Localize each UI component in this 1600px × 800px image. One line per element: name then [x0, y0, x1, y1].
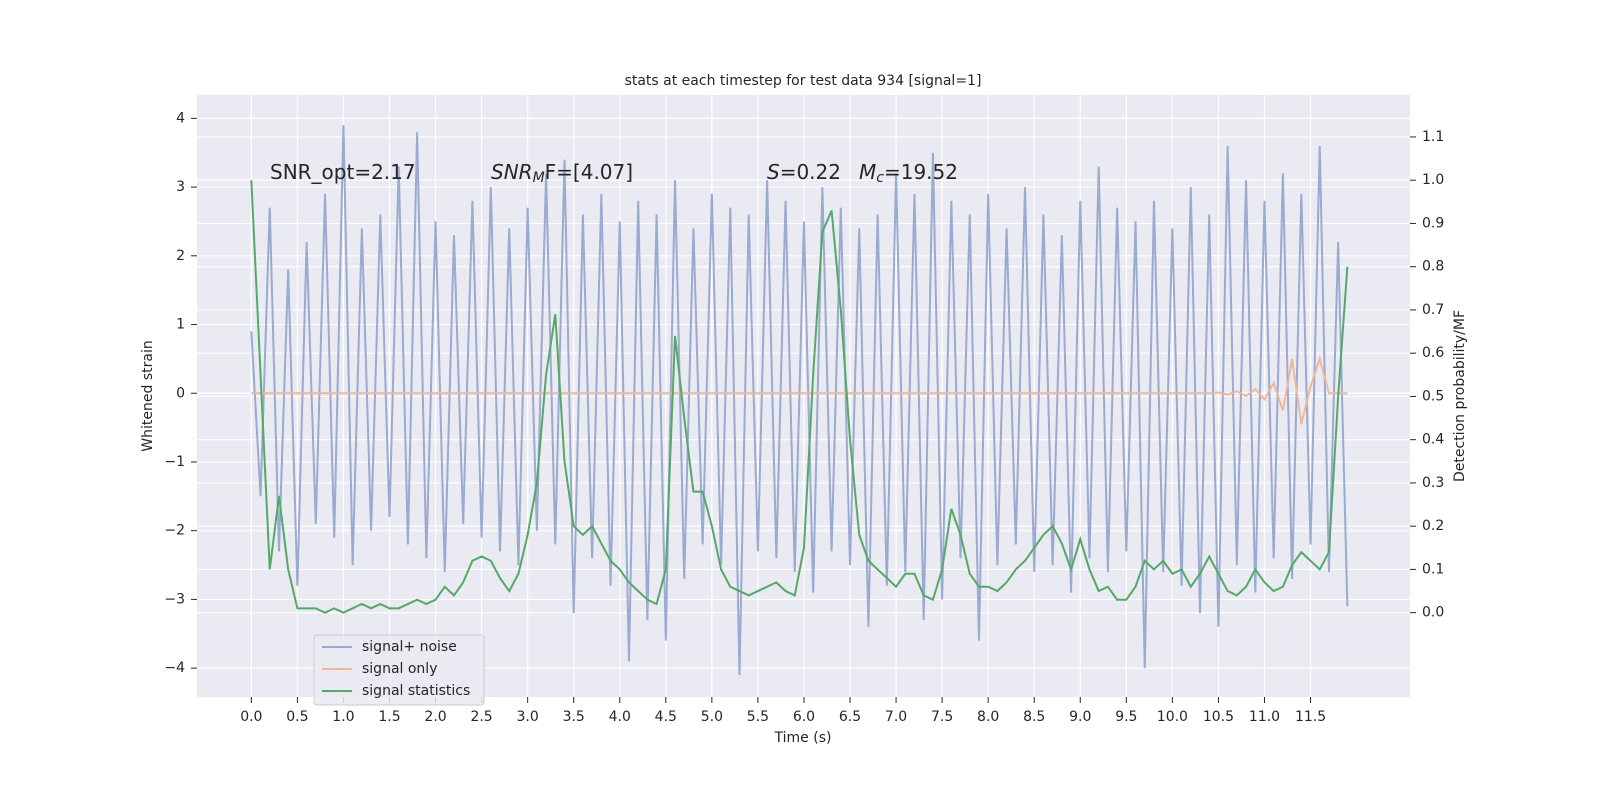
x-tick-label: 7.0: [885, 709, 907, 725]
x-tick-label: 0.0: [240, 709, 262, 725]
annotation: Mc=19.52: [859, 160, 958, 187]
annotation: S=0.22: [767, 160, 841, 184]
x-tick-label: 10.0: [1157, 709, 1188, 725]
x-tick-label: 2.5: [470, 709, 492, 725]
x-tick-label: 6.0: [793, 709, 815, 725]
annotation: SNRMF=[4.07]: [491, 160, 633, 187]
x-tick-label: 10.5: [1203, 709, 1234, 725]
y2-tick-label: 0.5: [1422, 388, 1444, 404]
x-tick-label: 4.0: [609, 709, 631, 725]
annotation-part: c: [876, 170, 884, 186]
x-tick-label: 11.0: [1249, 709, 1280, 725]
legend-box: [313, 634, 485, 706]
x-tick-label: 9.0: [1069, 709, 1091, 725]
y2-tick-label: 0.8: [1422, 259, 1444, 275]
x-tick-label: 7.5: [931, 709, 953, 725]
x-tick-label: 0.5: [286, 709, 308, 725]
series-line: [251, 355, 1348, 425]
y2-tick-label: 1.1: [1422, 129, 1444, 145]
y-tick-label: 4: [176, 110, 185, 126]
annotation-part: M: [859, 160, 876, 184]
y-tick-label: −3: [164, 591, 185, 607]
annotation: SNR_opt=2.17: [270, 160, 416, 184]
y-tick-label: −4: [164, 660, 185, 676]
annotation-part: SNR: [491, 160, 533, 184]
legend-label: signal+ noise: [362, 639, 457, 655]
y-tick-label: −1: [164, 454, 185, 470]
series-line: [250, 180, 1349, 614]
annotation-part: F=[4.07]: [545, 160, 633, 184]
x-tick-label: 1.5: [378, 709, 400, 725]
y-tick-label: 1: [176, 317, 185, 333]
legend: signal+ noise signal only signal statistic…: [313, 634, 485, 706]
y-axis-label: Whitened strain: [140, 340, 156, 451]
y2-tick-label: 0.3: [1422, 475, 1444, 491]
x-axis-label: Time (s): [774, 730, 832, 746]
legend-label: signal only: [362, 661, 437, 677]
y2-tick-label: 0.1: [1422, 561, 1444, 577]
x-tick-label: 2.0: [424, 709, 446, 725]
y2-tick-label: 1.0: [1422, 172, 1444, 188]
legend-label: signal statistics: [362, 683, 470, 699]
annotation-part: =0.22: [780, 160, 841, 184]
x-tick-label: 5.5: [747, 709, 769, 725]
annotation-part: M: [533, 170, 545, 186]
y-tick-label: 0: [176, 385, 185, 401]
y2-tick-label: 0.0: [1422, 605, 1444, 621]
y-tick-label: −2: [164, 523, 185, 539]
y2-tick-label: 0.4: [1422, 432, 1444, 448]
chart-title: stats at each timestep for test data 934…: [625, 73, 982, 89]
y2-axis-label: Detection probability/MF: [1452, 310, 1468, 482]
x-tick-label: 3.5: [563, 709, 585, 725]
y-tick-label: 3: [176, 179, 185, 195]
x-tick-label: 9.5: [1115, 709, 1137, 725]
y2-tick-label: 0.2: [1422, 518, 1444, 534]
x-tick-label: 3.0: [517, 709, 539, 725]
x-tick-label: 1.0: [332, 709, 354, 725]
y2-tick-label: 0.6: [1422, 345, 1444, 361]
y2-tick-label: 0.7: [1422, 302, 1444, 318]
y-tick-label: 2: [176, 248, 185, 264]
series-line: [250, 125, 1349, 676]
x-tick-label: 8.0: [977, 709, 999, 725]
x-tick-label: 11.5: [1295, 709, 1326, 725]
x-tick-label: 5.0: [701, 709, 723, 725]
annotation-part: S: [767, 160, 780, 184]
x-tick-label: 6.5: [839, 709, 861, 725]
annotation-part: SNR_opt=2.17: [270, 160, 416, 184]
x-tick-label: 8.5: [1023, 709, 1045, 725]
y2-tick-label: 0.9: [1422, 215, 1444, 231]
x-tick-label: 4.5: [655, 709, 677, 725]
annotation-part: =19.52: [884, 160, 958, 184]
